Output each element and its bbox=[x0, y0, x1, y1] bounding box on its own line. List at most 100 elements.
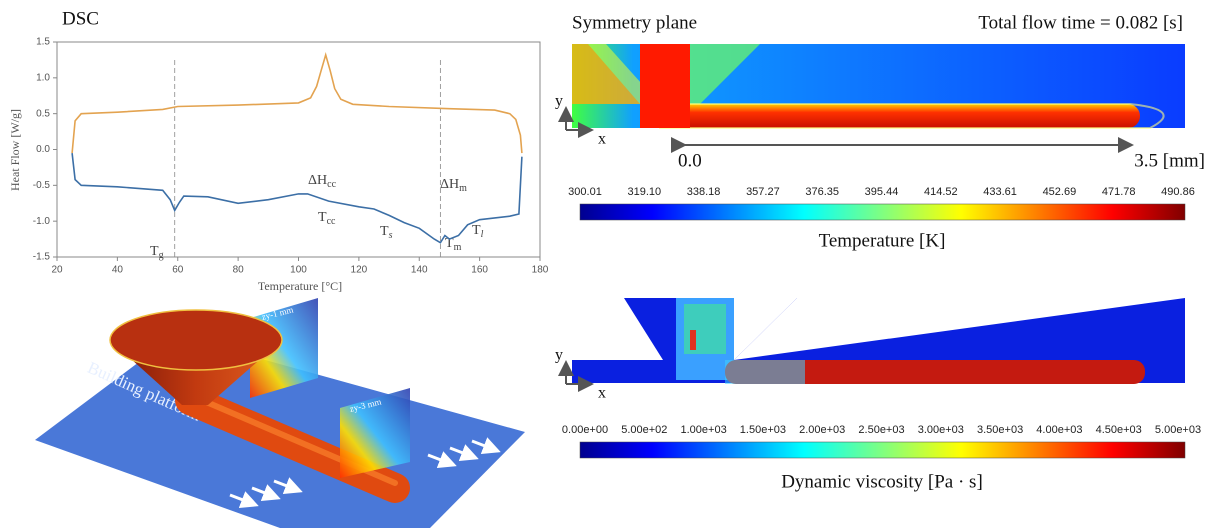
series-line bbox=[71, 52, 523, 154]
axis-label: x bbox=[598, 131, 606, 148]
annotation: ΔHm bbox=[440, 177, 467, 194]
nozzle-top bbox=[109, 309, 283, 371]
annotation-sub: cc bbox=[327, 216, 336, 227]
x-tick-label: 140 bbox=[411, 265, 428, 276]
axis-label: y bbox=[555, 347, 563, 364]
colorbar-label: Dynamic viscosity [Pa · s] bbox=[781, 471, 983, 492]
flow-arrows bbox=[229, 437, 501, 509]
x-tick-label: 100 bbox=[290, 265, 307, 276]
annotation-sub: l bbox=[481, 229, 484, 240]
colorbar-tick-label: 357.27 bbox=[746, 186, 780, 198]
x-tick-label: 120 bbox=[351, 265, 368, 276]
y-tick-label: 0.5 bbox=[36, 108, 50, 119]
viscous-filament bbox=[725, 360, 1145, 384]
x-tick-label: 160 bbox=[471, 265, 488, 276]
colorbar-tick-label: 338.18 bbox=[687, 186, 721, 198]
annotation-text: ΔH bbox=[308, 173, 327, 188]
render-3d: Building platform zy-1 mm zy-3 mm bbox=[35, 298, 525, 528]
wall bbox=[734, 298, 797, 360]
dsc-chart: DSC Temperature [°C] Heat Flow [W/g] Tg … bbox=[8, 8, 549, 292]
colorbar-tick-label: 3.00e+03 bbox=[918, 424, 964, 436]
annotation: Ts bbox=[380, 224, 393, 241]
annotation: ΔHcc bbox=[308, 173, 337, 190]
hot-filament bbox=[640, 104, 1140, 128]
axis-triad bbox=[558, 106, 594, 138]
colorbar-tick-label: 395.44 bbox=[865, 186, 899, 198]
y-tick-label: -1.5 bbox=[33, 252, 51, 263]
colorbar-label: Temperature [K] bbox=[819, 230, 946, 251]
y-tick-label: -1.0 bbox=[33, 216, 51, 227]
colorbar-tick-label: 1.50e+03 bbox=[740, 424, 786, 436]
annotation-sub: m bbox=[459, 183, 467, 194]
colorbar-tick-label: 300.01 bbox=[568, 186, 602, 198]
colorbar bbox=[579, 441, 1186, 459]
contour-zone bbox=[572, 44, 640, 104]
contour-zone bbox=[690, 44, 760, 104]
slice-plane bbox=[340, 388, 410, 478]
annotation: Tg bbox=[150, 244, 164, 261]
y-tick-label: 1.5 bbox=[36, 37, 50, 48]
axis-triad bbox=[558, 360, 594, 392]
y-tick-label: 1.0 bbox=[36, 72, 50, 83]
colorbar-tick-label: 2.00e+03 bbox=[799, 424, 845, 436]
x-axis-label: Temperature [°C] bbox=[258, 279, 342, 293]
annotation-sub: cc bbox=[327, 179, 336, 190]
colorbar-tick-label: 5.00e+02 bbox=[621, 424, 667, 436]
axis-label: x bbox=[598, 385, 606, 402]
annotation: Tcc bbox=[318, 210, 336, 227]
panel-title: Symmetry plane bbox=[572, 12, 697, 33]
colorbar-tick-label: 452.69 bbox=[1043, 186, 1077, 198]
colorbar-tick-label: 0.00e+00 bbox=[562, 424, 608, 436]
colorbar-tick-label: 4.50e+03 bbox=[1096, 424, 1142, 436]
contour-edge bbox=[659, 103, 1165, 129]
colorbar-tick-label: 376.35 bbox=[805, 186, 839, 198]
temperature-panel: Symmetry plane Total flow time = 0.082 [… bbox=[555, 12, 1205, 251]
annotation-text: ΔH bbox=[440, 177, 459, 192]
colorbar-tick-label: 414.52 bbox=[924, 186, 958, 198]
x-tick-label: 60 bbox=[172, 265, 184, 276]
x-tick-label: 40 bbox=[112, 265, 124, 276]
colorbar-tick-label: 3.50e+03 bbox=[977, 424, 1023, 436]
nozzle bbox=[640, 44, 690, 128]
x-tick-label: 180 bbox=[532, 265, 549, 276]
axis-label: y bbox=[555, 93, 563, 110]
colorbar-tick-label: 319.10 bbox=[627, 186, 661, 198]
colorbar-tick-label: 471.78 bbox=[1102, 186, 1136, 198]
scale-start: 0.0 bbox=[678, 150, 702, 171]
colorbar-tick-label: 4.00e+03 bbox=[1036, 424, 1082, 436]
transition-zone bbox=[725, 360, 805, 384]
annotation-sub: g bbox=[159, 250, 164, 261]
annotation: Tm bbox=[445, 236, 462, 253]
annotation-text: T bbox=[318, 210, 327, 225]
y-tick-label: -0.5 bbox=[33, 180, 51, 191]
y-tick-label: 0.0 bbox=[36, 144, 50, 155]
annotation-text: T bbox=[472, 223, 481, 238]
series-line bbox=[71, 153, 523, 244]
annotation-text: T bbox=[150, 244, 159, 259]
nozzle-hotspot bbox=[690, 330, 696, 350]
colorbar-ticks: 300.01 319.10 338.18 357.27 376.35 395.44 414.… bbox=[568, 186, 1195, 198]
colorbar-tick-label: 5.00e+03 bbox=[1155, 424, 1201, 436]
colorbar-ticks: 0.00e+00 5.00e+02 1.00e+03 1.50e+03 2.00e+03… bbox=[562, 424, 1201, 436]
chart-title: DSC bbox=[62, 8, 99, 29]
x-tick-label: 20 bbox=[51, 265, 63, 276]
annotation-text: T bbox=[445, 236, 454, 251]
scale-end: 3.5 [mm] bbox=[1134, 150, 1205, 171]
colorbar-tick-label: 2.50e+03 bbox=[858, 424, 904, 436]
colorbar bbox=[579, 203, 1186, 221]
colorbar-tick-label: 490.86 bbox=[1161, 186, 1195, 198]
annotation-text: T bbox=[380, 224, 389, 239]
viscosity-panel: y x 0.00e+00 5.00e+02 1.00e+03 1.50e+03 2.00… bbox=[555, 298, 1201, 492]
flow-time: Total flow time = 0.082 [s] bbox=[978, 12, 1183, 33]
filament bbox=[175, 385, 410, 503]
wall bbox=[572, 298, 663, 360]
annotation-sub: s bbox=[389, 230, 393, 241]
colorbar-tick-label: 1.00e+03 bbox=[681, 424, 727, 436]
colorbar-tick-label: 433.61 bbox=[983, 186, 1017, 198]
annotation-sub: m bbox=[454, 242, 462, 253]
y-axis-label: Heat Flow [W/g] bbox=[8, 109, 22, 191]
annotation: Tl bbox=[472, 223, 484, 240]
wall bbox=[734, 298, 1185, 360]
x-tick-label: 80 bbox=[233, 265, 245, 276]
